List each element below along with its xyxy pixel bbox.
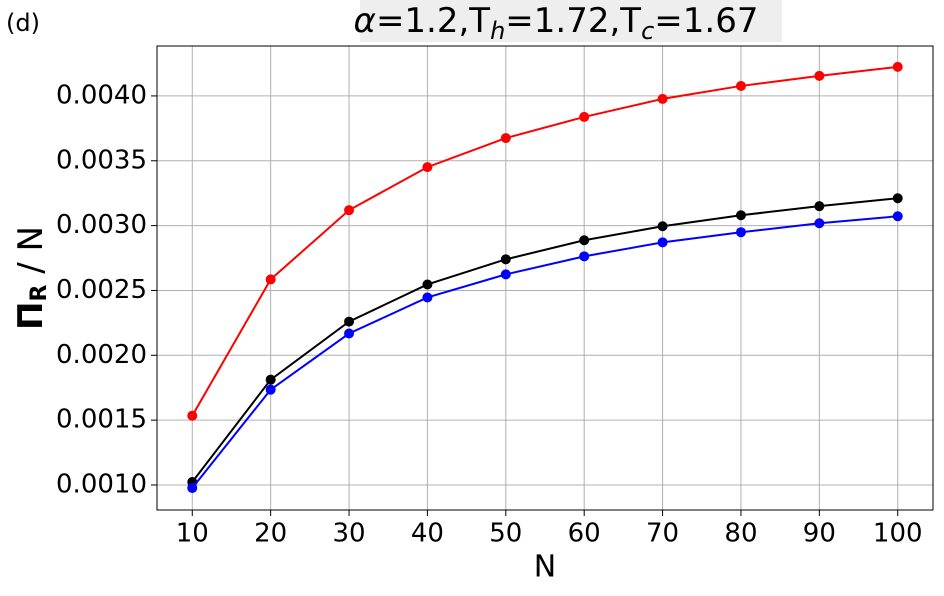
y-axis-label: ΠR / N <box>11 226 53 330</box>
point <box>422 279 433 290</box>
point <box>579 251 590 262</box>
point <box>814 70 825 81</box>
title-part: =1.2,T <box>376 1 490 41</box>
point <box>579 235 590 246</box>
title-part: c <box>641 17 654 45</box>
point <box>814 218 825 229</box>
y-label-part: R <box>27 285 52 302</box>
x-tick-label: 10 <box>176 519 209 549</box>
x-tick-label: 90 <box>803 519 836 549</box>
point <box>265 374 276 385</box>
point <box>422 162 433 173</box>
y-tick-label: 0.0020 <box>56 340 147 370</box>
plot-frame <box>156 45 934 511</box>
point <box>657 237 668 248</box>
point <box>344 205 355 216</box>
title-part: =1.72,T <box>505 1 641 41</box>
point <box>500 133 511 144</box>
title-background <box>360 0 782 42</box>
point <box>735 210 746 221</box>
point <box>344 328 355 339</box>
y-tick-label: 0.0030 <box>56 210 147 240</box>
point <box>814 201 825 212</box>
point <box>892 61 903 72</box>
series-line <box>191 197 898 483</box>
y-tick-label: 0.0040 <box>56 80 147 110</box>
x-tick-label: 20 <box>254 519 287 549</box>
x-tick-label: 100 <box>873 519 923 549</box>
point <box>265 384 276 395</box>
point <box>892 211 903 222</box>
point <box>344 316 355 327</box>
point <box>265 274 276 285</box>
x-tick-label: 60 <box>568 519 601 549</box>
x-tick-label: 50 <box>489 519 522 549</box>
point <box>500 254 511 265</box>
point <box>657 221 668 232</box>
x-tick-label: 80 <box>724 519 757 549</box>
point <box>892 193 903 204</box>
x-tick-label: 30 <box>332 519 365 549</box>
y-label-part: Π <box>11 302 51 330</box>
point <box>187 482 198 493</box>
point <box>187 410 198 421</box>
point <box>657 93 668 104</box>
point <box>422 292 433 303</box>
y-tick-label: 0.0010 <box>56 469 147 499</box>
x-axis-label: N <box>534 550 556 585</box>
point <box>500 269 511 280</box>
y-tick-label: 0.0035 <box>56 145 147 175</box>
chart-title: α=1.2,Th=1.72,Tc=1.67 <box>354 1 759 46</box>
series-line <box>191 215 898 489</box>
point <box>735 227 746 238</box>
point <box>579 111 590 122</box>
y-tick-label: 0.0015 <box>56 405 147 435</box>
title-part: =1.67 <box>654 1 758 41</box>
x-tick-label: 40 <box>411 519 444 549</box>
point <box>735 80 746 91</box>
series-line <box>191 65 898 417</box>
y-label-part: / N <box>11 226 51 285</box>
y-tick-label: 0.0025 <box>56 275 147 305</box>
x-tick-label: 70 <box>646 519 679 549</box>
panel-label: (d) <box>6 9 40 37</box>
title-part: α <box>354 1 376 41</box>
title-part: h <box>490 17 505 45</box>
